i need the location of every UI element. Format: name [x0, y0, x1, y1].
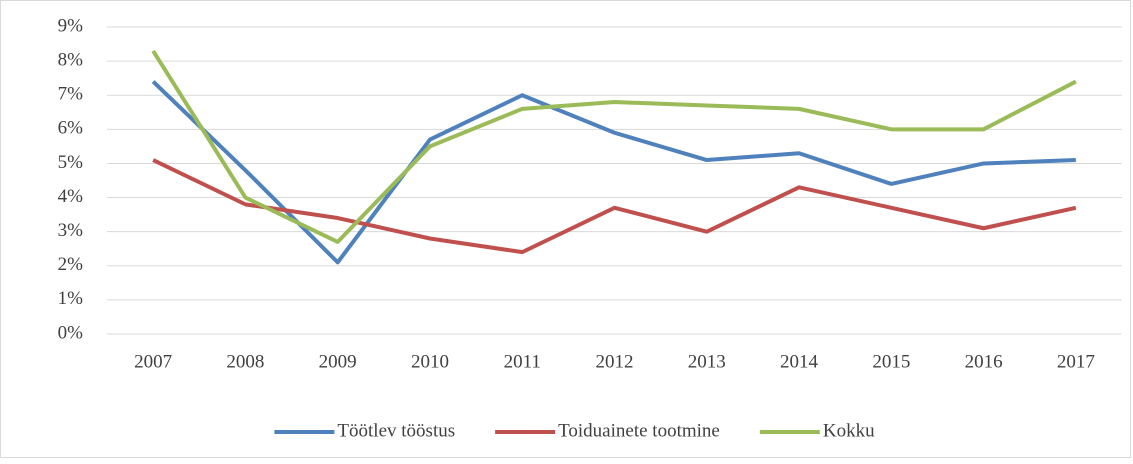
x-tick-label: 2009 — [319, 351, 357, 372]
y-tick-label: 8% — [58, 49, 84, 70]
x-tick-label: 2014 — [780, 351, 819, 372]
x-tick-label: 2017 — [1057, 351, 1095, 372]
y-tick-label: 1% — [58, 288, 84, 309]
legend-label: Töötlev tööstus — [337, 420, 455, 441]
line-series — [151, 49, 1077, 244]
y-tick-label: 6% — [58, 118, 84, 139]
y-tick-label: 3% — [58, 220, 84, 241]
y-tick-label: 9% — [58, 15, 84, 36]
x-tick-label: 2008 — [226, 351, 264, 372]
x-tick-label: 2007 — [134, 351, 172, 372]
legend-label: Kokku — [823, 420, 875, 441]
x-tick-label: 2013 — [688, 351, 726, 372]
line-series — [152, 158, 1077, 255]
x-tick-label: 2015 — [872, 351, 910, 372]
x-tick-label: 2016 — [965, 351, 1003, 372]
y-tick-label: 0% — [58, 322, 84, 343]
y-tick-label: 2% — [58, 254, 84, 275]
line-series — [151, 80, 1076, 265]
legend-label: Toiduainete tootmine — [558, 420, 720, 441]
y-tick-label: 4% — [58, 186, 84, 207]
x-tick-label: 2010 — [411, 351, 449, 372]
y-tick-label: 5% — [58, 152, 84, 173]
y-tick-label: 7% — [58, 84, 84, 105]
x-tick-label: 2012 — [596, 351, 634, 372]
x-tick-label: 2011 — [504, 351, 541, 372]
